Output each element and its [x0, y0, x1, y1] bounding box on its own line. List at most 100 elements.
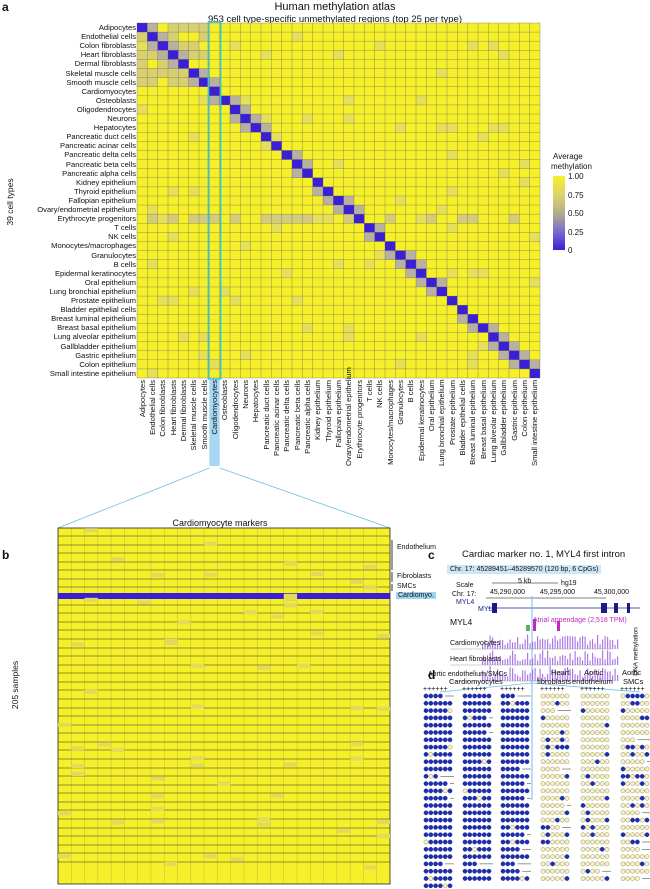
d-aortic-smc-cpg [630, 788, 635, 794]
methylation-bar [519, 644, 521, 649]
d-cardio-c-cpg [505, 715, 511, 721]
d-aortic-smc-cpg [620, 868, 626, 874]
d-heart-fibro-cpg [555, 730, 560, 735]
d-aortic-endo-cpg [580, 832, 586, 838]
d-cardio-b-cpg [467, 839, 473, 845]
d-cardio-c-cpg [500, 708, 506, 713]
d-aortic-smc-cpg [625, 788, 631, 794]
methylation-bar [562, 654, 564, 665]
d-aortic-smc-cpg [644, 752, 650, 757]
d-cardio-c-cpg [500, 737, 506, 743]
d-cardio-a-cpg [447, 883, 453, 889]
d-cardio-b-cpg [486, 825, 492, 830]
d-cardio-c-cpg [524, 715, 530, 721]
d-aortic-smc-cpg [639, 708, 645, 713]
panel-b-cell [376, 634, 390, 639]
d-cardio-b-cpg [472, 810, 477, 816]
d-cardio-b-cpg [467, 825, 473, 830]
d-heart-fibro-cpg [545, 854, 551, 859]
d-cardio-c-cpg [500, 825, 506, 830]
atlas-cell [292, 32, 303, 42]
d-aortic-smc-cpg [625, 759, 631, 765]
d-aortic-smc-cpg [639, 795, 645, 801]
atlas-cell [498, 350, 509, 360]
d-cardio-c-cpg [515, 825, 520, 830]
d-cardio-c-cpg [519, 722, 525, 728]
d-cardio-b-cpg [481, 773, 487, 779]
methylation-bar [572, 668, 574, 681]
d-aortic-endo-cpg [599, 766, 605, 772]
d-heart-fibro-cpg [555, 846, 560, 852]
atlas-cell [271, 214, 282, 224]
d-aortic-endo-cpg [580, 868, 586, 874]
d-cardio-a-cpg [447, 810, 453, 816]
d-aortic-smc-cpg [625, 708, 631, 713]
d-cardio-c-cpg [519, 795, 525, 801]
d-cardio-c-cpg [505, 817, 511, 823]
methylation-bar [512, 668, 514, 681]
d-cardio-b-cpg [486, 803, 492, 808]
d-aortic-smc-cpg [635, 781, 640, 786]
d-aortic-smc-cpg [635, 868, 640, 874]
d-cardio-a-cpg [423, 722, 429, 728]
d-cardio-c-cpg [524, 737, 530, 743]
d-aortic-endo-cpg [580, 839, 586, 845]
atlas-cell [364, 259, 375, 269]
atlas-cell [343, 323, 354, 333]
atlas-row-label: Adipocytes [98, 23, 136, 32]
d-aortic-endo-cpg [590, 876, 595, 881]
d-heart-fibro-cpg [564, 846, 570, 852]
atlas-cell [312, 177, 323, 187]
d-cardio-b-cpg [462, 781, 468, 786]
d-heart-fibro-cpg [564, 788, 570, 794]
atlas-cell [436, 123, 447, 133]
d-aortic-endo-cpg [580, 693, 586, 699]
d-cardio-b-cpg [462, 876, 468, 881]
d-heart-fibro-cpg [564, 730, 570, 735]
methylation-bar [559, 638, 561, 649]
d-heart-fibro-cpg [545, 825, 551, 830]
d-heart-fibro-cpg [559, 773, 565, 779]
atlas-cell [250, 114, 261, 124]
methylation-bar [604, 636, 606, 649]
d-aortic-endo-cpg [595, 693, 600, 699]
d-cardio-b-cpg [472, 730, 477, 735]
colorbar-title-2: methylation [551, 162, 592, 171]
atlas-row-label: Cardiomyocytes [81, 86, 136, 96]
d-cardio-b-cpg [462, 854, 468, 859]
d-cardio-b-cpg [467, 876, 473, 881]
pos-3: 45,300,000 [594, 589, 630, 596]
d-aortic-smc-cpg [625, 752, 631, 757]
d-cardio-c-cpg [510, 810, 515, 816]
atlas-cell [354, 205, 365, 215]
d-aortic-endo-cpg [590, 810, 595, 816]
track-cardiomyocytes: Cardiomyocytes [450, 640, 501, 647]
d-aortic-smc-cpg [625, 693, 631, 699]
scale-label: Scale [456, 582, 474, 589]
d-cardio-b-cpg [462, 861, 468, 867]
d-aortic-endo-cpg [604, 803, 610, 808]
d-aortic-smc-cpg [635, 825, 640, 830]
zoom-line-left [57, 467, 210, 529]
d-cardio-b-cpg [477, 781, 482, 786]
d-aortic-smc-cpg [644, 693, 650, 699]
atlas-cell [395, 250, 406, 260]
d-group-heart-1: Heart [551, 668, 570, 677]
d-cardio-c-cpg [519, 781, 525, 786]
d-cardio-c-cpg [505, 700, 511, 706]
methylation-bar [554, 669, 556, 681]
atlas-cell [188, 186, 199, 196]
panel-b-cell [283, 561, 298, 566]
atlas-cell [519, 177, 530, 187]
atlas-row-label: Fallopian epithelium [68, 195, 136, 205]
panel-b-cell [363, 585, 377, 590]
d-aortic-endo-cpg [590, 722, 595, 728]
d-cardio-a-cpg [438, 861, 443, 867]
d-cardio-c-cpg [505, 737, 511, 743]
d-cardio-c-cpg [500, 715, 506, 721]
methylation-bar [574, 674, 576, 681]
d-aortic-smc-cpg [625, 700, 631, 706]
methylation-bar [567, 659, 569, 665]
methylation-bar [529, 672, 531, 681]
atlas-cell [447, 296, 458, 306]
